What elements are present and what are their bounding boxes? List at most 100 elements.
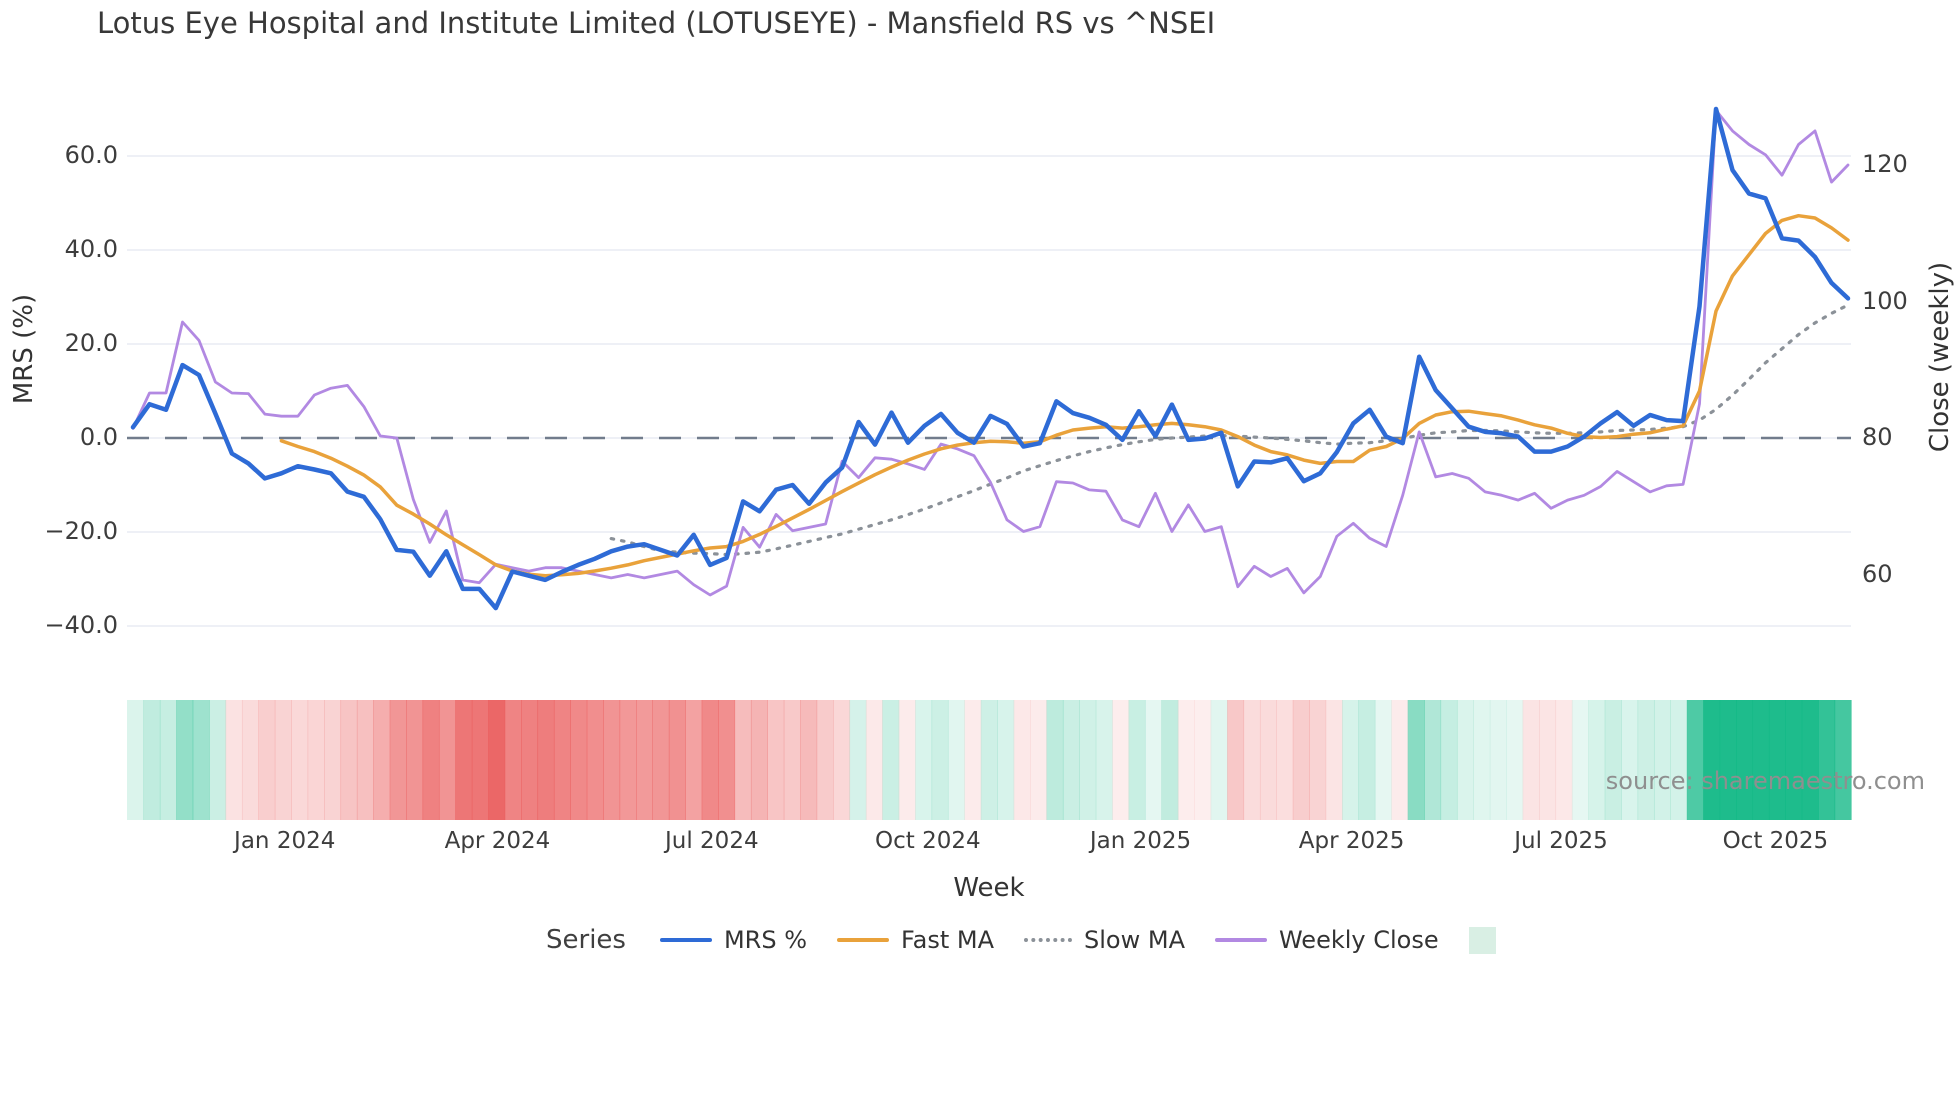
heatmap-cell[interactable]: [570, 700, 588, 820]
heatmap-cell[interactable]: [1801, 700, 1819, 820]
heatmap-cell[interactable]: [1637, 700, 1655, 820]
heatmap-cell[interactable]: [1752, 700, 1770, 820]
heatmap-cell[interactable]: [406, 700, 424, 820]
heatmap-cell[interactable]: [915, 700, 933, 820]
heatmap-cell[interactable]: [1424, 700, 1442, 820]
heatmap-cell[interactable]: [1358, 700, 1376, 820]
heatmap-cell[interactable]: [1489, 700, 1507, 820]
heatmap-cell[interactable]: [1653, 700, 1671, 820]
heatmap-cell[interactable]: [1227, 700, 1245, 820]
heatmap-cell[interactable]: [1456, 700, 1474, 820]
heatmap-cell[interactable]: [1506, 700, 1524, 820]
heatmap-cell[interactable]: [241, 700, 259, 820]
heatmap-cell[interactable]: [833, 700, 851, 820]
heatmap-cell[interactable]: [1703, 700, 1721, 820]
heatmap-cell[interactable]: [324, 700, 342, 820]
heatmap-cell[interactable]: [734, 700, 752, 820]
heatmap-cell[interactable]: [865, 700, 883, 820]
heatmap-cell[interactable]: [274, 700, 292, 820]
heatmap-cell[interactable]: [898, 700, 916, 820]
heatmap-cell[interactable]: [1243, 700, 1261, 820]
heatmap-cell[interactable]: [1013, 700, 1031, 820]
heatmap-cell[interactable]: [1276, 700, 1294, 820]
heatmap-cell[interactable]: [192, 700, 210, 820]
heatmap-cell[interactable]: [1095, 700, 1113, 820]
heatmap-cell[interactable]: [1719, 700, 1737, 820]
heatmap-cell[interactable]: [1030, 700, 1048, 820]
heatmap-cell[interactable]: [488, 700, 506, 820]
legend-item-mrs[interactable]: MRS %: [659, 926, 807, 954]
heatmap-cell[interactable]: [668, 700, 686, 820]
heatmap-cell[interactable]: [1046, 700, 1064, 820]
heatmap-cell[interactable]: [537, 700, 555, 820]
heatmap-cell[interactable]: [1062, 700, 1080, 820]
heatmap-cell[interactable]: [1079, 700, 1097, 820]
heatmap-cell[interactable]: [1210, 700, 1228, 820]
heatmap-cell[interactable]: [1768, 700, 1786, 820]
heatmap-cell[interactable]: [1604, 700, 1622, 820]
heatmap-cell[interactable]: [1539, 700, 1557, 820]
heatmap-cell[interactable]: [373, 700, 391, 820]
heatmap-cell[interactable]: [504, 700, 522, 820]
heatmap-cell[interactable]: [816, 700, 834, 820]
heatmap-cell[interactable]: [800, 700, 818, 820]
heatmap-cell[interactable]: [258, 700, 276, 820]
heatmap-cell[interactable]: [603, 700, 621, 820]
heatmap-cell[interactable]: [947, 700, 965, 820]
heatmap-cell[interactable]: [882, 700, 900, 820]
heatmap-cell[interactable]: [291, 700, 309, 820]
heatmap-cell[interactable]: [553, 700, 571, 820]
legend-item-slow-ma[interactable]: Slow MA: [1024, 926, 1185, 954]
series-slow-ma[interactable]: [609, 303, 1850, 557]
heatmap-cell[interactable]: [1374, 700, 1392, 820]
heatmap-cell[interactable]: [521, 700, 539, 820]
heatmap-cell[interactable]: [1144, 700, 1162, 820]
heatmap-cell[interactable]: [1325, 700, 1343, 820]
heatmap-cell[interactable]: [767, 700, 785, 820]
heatmap-cell[interactable]: [422, 700, 440, 820]
heatmap-cell[interactable]: [1292, 700, 1310, 820]
heatmap-cell[interactable]: [931, 700, 949, 820]
heatmap-cell[interactable]: [718, 700, 736, 820]
heatmap-cell[interactable]: [1259, 700, 1277, 820]
heatmap-cell[interactable]: [1555, 700, 1573, 820]
heatmap-cell[interactable]: [143, 700, 161, 820]
heatmap-cell[interactable]: [964, 700, 982, 820]
heatmap-cell[interactable]: [1161, 700, 1179, 820]
heatmap-cell[interactable]: [455, 700, 473, 820]
heatmap-cell[interactable]: [586, 700, 604, 820]
heatmap-cell[interactable]: [1342, 700, 1360, 820]
heatmap-cell[interactable]: [783, 700, 801, 820]
series-mrs-[interactable]: [130, 106, 1851, 611]
heatmap-cell[interactable]: [1686, 700, 1704, 820]
heatmap-cell[interactable]: [997, 700, 1015, 820]
heatmap-cell[interactable]: [685, 700, 703, 820]
heatmap-cell[interactable]: [176, 700, 194, 820]
heatmap-cell[interactable]: [652, 700, 670, 820]
heatmap-cell[interactable]: [307, 700, 325, 820]
heatmap-cell[interactable]: [1670, 700, 1688, 820]
heatmap-cell[interactable]: [980, 700, 998, 820]
heatmap-cell[interactable]: [1736, 700, 1754, 820]
heatmap-cell[interactable]: [1818, 700, 1836, 820]
heatmap-cell[interactable]: [209, 700, 227, 820]
heatmap-cell[interactable]: [1621, 700, 1639, 820]
heatmap-cell[interactable]: [1309, 700, 1327, 820]
heatmap-cell[interactable]: [1128, 700, 1146, 820]
heatmap-cell[interactable]: [1407, 700, 1425, 820]
heatmap-cell[interactable]: [1834, 700, 1852, 820]
heatmap-cell[interactable]: [1194, 700, 1212, 820]
heatmap-cell[interactable]: [849, 700, 867, 820]
heatmap-cell[interactable]: [619, 700, 637, 820]
series-weekly-close[interactable]: [131, 109, 1850, 597]
heatmap-cell[interactable]: [750, 700, 768, 820]
heatmap-cell[interactable]: [1522, 700, 1540, 820]
legend-item-weekly-close[interactable]: Weekly Close: [1214, 926, 1439, 954]
heatmap-cell[interactable]: [1440, 700, 1458, 820]
series-fast-ma[interactable]: [279, 213, 1850, 578]
heatmap-cell[interactable]: [1112, 700, 1130, 820]
legend-item-fast-ma[interactable]: Fast MA: [837, 926, 994, 954]
heatmap-cell[interactable]: [438, 700, 456, 820]
heatmap-cell[interactable]: [471, 700, 489, 820]
